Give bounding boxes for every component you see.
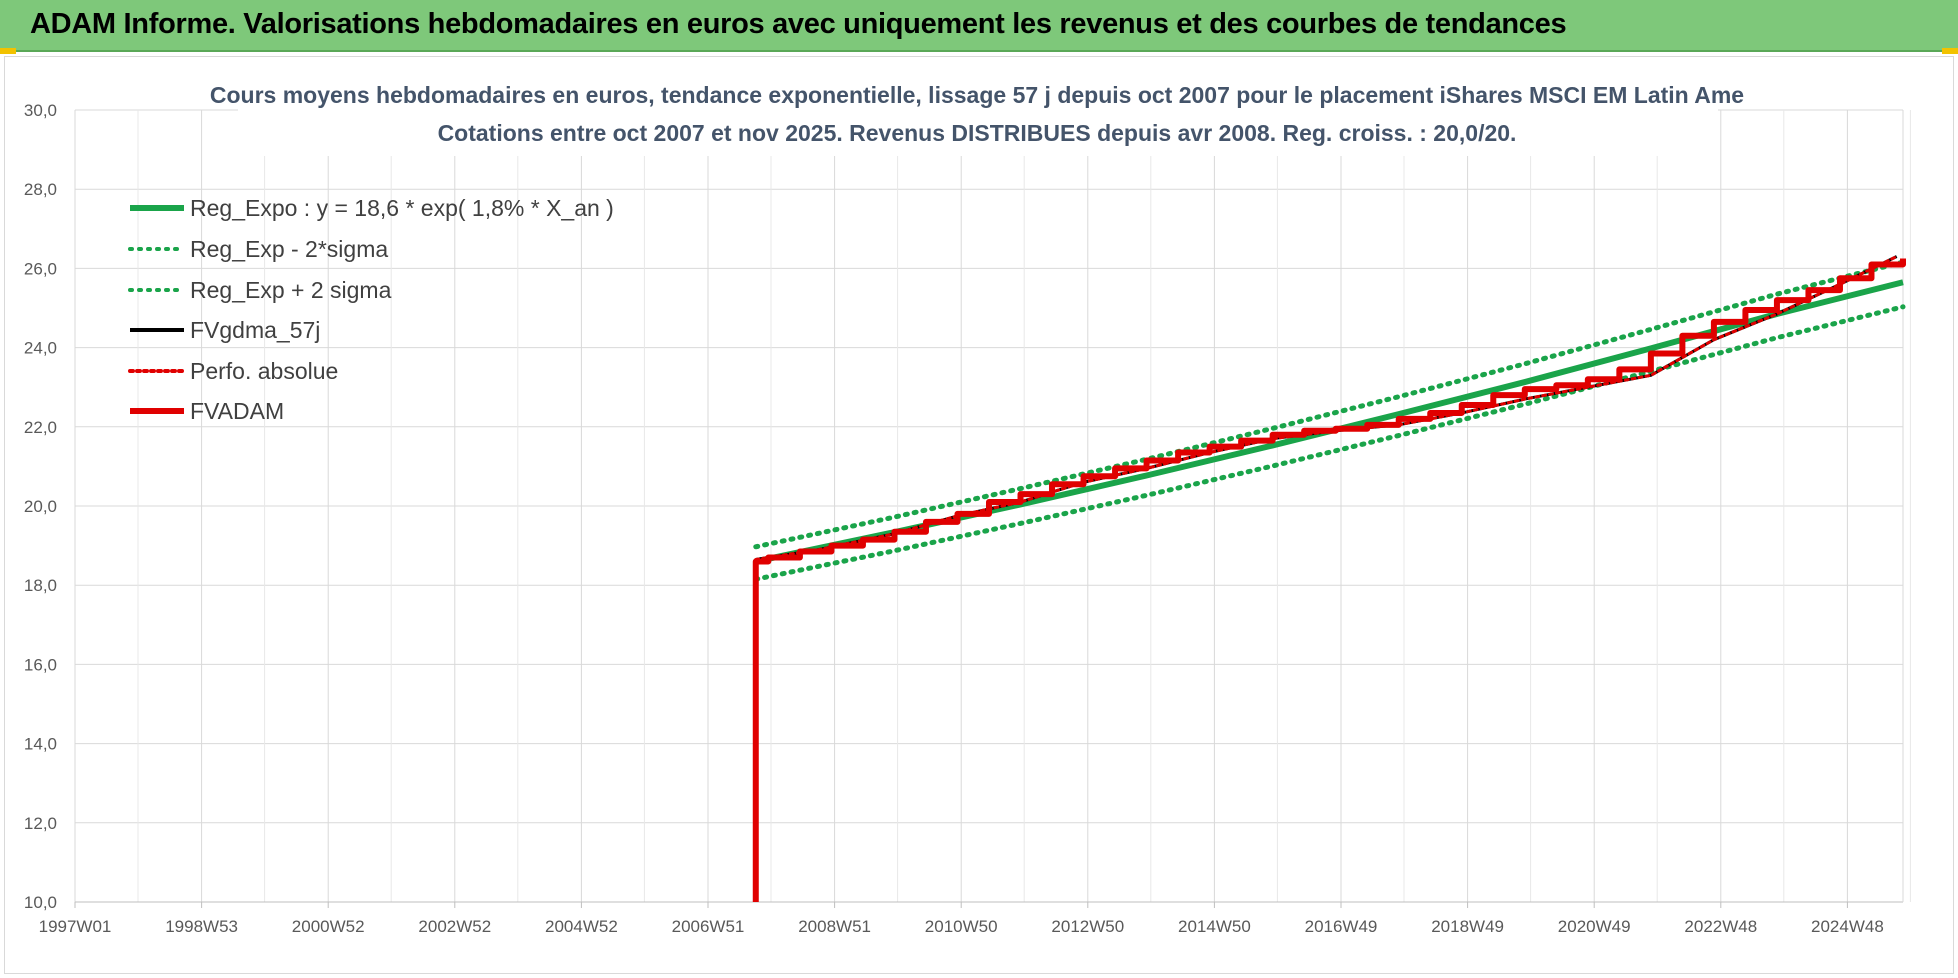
x-tick-label: 2012W50 <box>1051 917 1124 936</box>
legend-label: FVADAM <box>190 398 284 424</box>
y-tick-label: 12,0 <box>24 814 57 833</box>
series-line-4 <box>754 255 1899 561</box>
x-tick-label: 2020W49 <box>1558 917 1631 936</box>
x-tick-label: 2004W52 <box>545 917 618 936</box>
x-tick-label: 1998W53 <box>165 917 238 936</box>
x-tick-label: 2016W49 <box>1305 917 1378 936</box>
legend-label: FVgdma_57j <box>190 317 320 343</box>
chart-grid <box>74 109 1911 903</box>
y-tick-label: 10,0 <box>24 893 57 912</box>
x-tick-label: 2008W51 <box>798 917 871 936</box>
y-tick-label: 24,0 <box>24 339 57 358</box>
chart-frame <box>4 56 1954 974</box>
x-tick-label: 2002W52 <box>418 917 491 936</box>
legend-label: Reg_Exp - 2*sigma <box>190 236 388 262</box>
x-tick-label: 2022W48 <box>1684 917 1757 936</box>
y-tick-label: 16,0 <box>24 655 57 674</box>
x-tick-label: 2000W52 <box>292 917 365 936</box>
series-line-2 <box>753 259 1906 550</box>
title-background <box>238 74 1718 156</box>
y-tick-label: 20,0 <box>24 497 57 516</box>
y-tick-label: 18,0 <box>24 576 57 595</box>
series-layer <box>752 255 1906 902</box>
x-axis-ticks: 1997W01 1998W53 2000W52 2002W52 2004W52 2006W… <box>39 902 1884 936</box>
x-tick-label: 2006W51 <box>672 917 745 936</box>
legend-label: Perfo. absolue <box>190 358 338 384</box>
y-axis-ticks: 10,0 12,0 14,0 16,0 18,0 20,0 22,0 24,0 26,0 28,0… <box>24 101 57 912</box>
y-tick-label: 30,0 <box>24 101 57 120</box>
legend: Reg_Expo : y = 18,6 * exp( 1,8% * X_an )… <box>128 195 614 424</box>
series-line-3 <box>755 255 1898 561</box>
x-tick-label: 2024W48 <box>1811 917 1884 936</box>
corner-marker-right <box>1942 48 1958 54</box>
chart-subtitle: Cotations entre oct 2007 et nov 2025. Re… <box>438 120 1517 146</box>
corner-marker-left <box>0 48 16 54</box>
header-title: ADAM Informe. Valorisations hebdomadaire… <box>30 8 1567 40</box>
x-tick-label: 2014W50 <box>1178 917 1251 936</box>
x-tick-label: 2010W50 <box>925 917 998 936</box>
y-tick-label: 28,0 <box>24 180 57 199</box>
series-line-5 <box>752 258 1906 902</box>
series-line-1 <box>753 304 1906 582</box>
chart-title: Cours moyens hebdomadaires en euros, ten… <box>210 82 1744 108</box>
x-tick-label: 1997W01 <box>39 917 112 936</box>
legend-label: Reg_Exp + 2 sigma <box>190 277 392 303</box>
y-tick-label: 22,0 <box>24 418 57 437</box>
y-tick-label: 14,0 <box>24 735 57 754</box>
legend-label: Reg_Expo : y = 18,6 * exp( 1,8% * X_an ) <box>190 195 614 221</box>
y-tick-label: 26,0 <box>24 259 57 278</box>
header-banner: ADAM Informe. Valorisations hebdomadaire… <box>0 0 1958 52</box>
x-tick-label: 2018W49 <box>1431 917 1504 936</box>
